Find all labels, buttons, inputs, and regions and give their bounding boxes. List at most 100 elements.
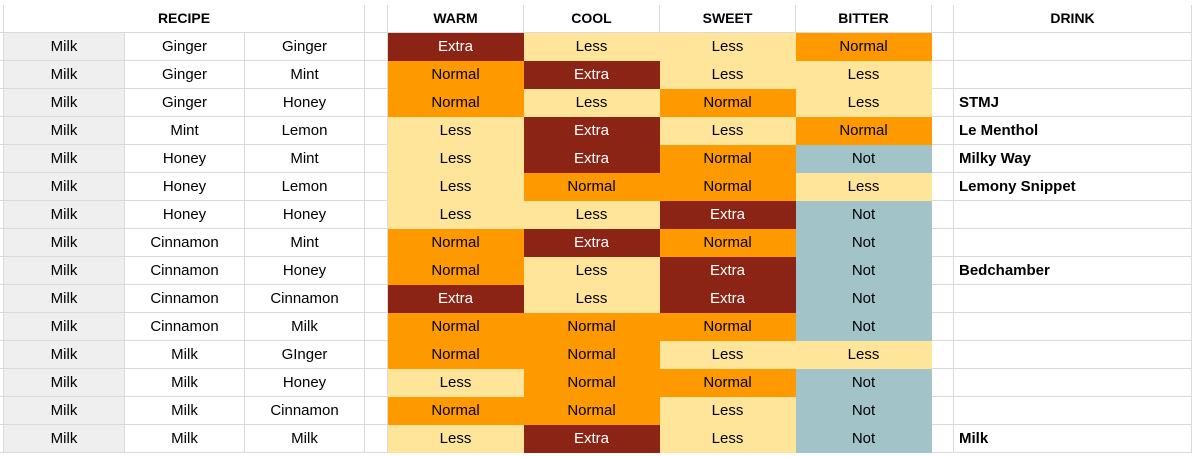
ingredient-2-cell[interactable]: Mint	[125, 117, 245, 145]
warm-cell[interactable]: Less	[388, 117, 524, 145]
bitter-cell[interactable]: Not	[796, 201, 932, 229]
spacer-cell[interactable]	[932, 313, 954, 341]
spacer-cell[interactable]	[365, 425, 388, 453]
row-header-cell[interactable]	[0, 369, 4, 397]
ingredient-2-cell[interactable]: Milk	[125, 369, 245, 397]
drink-cell[interactable]	[954, 285, 1192, 313]
row-header-cell[interactable]	[0, 425, 4, 453]
bitter-cell[interactable]: Less	[796, 89, 932, 117]
warm-cell[interactable]: Normal	[388, 229, 524, 257]
ingredient-3-cell[interactable]: Honey	[245, 257, 365, 285]
ingredient-2-cell[interactable]: Cinnamon	[125, 313, 245, 341]
ingredient-3-cell[interactable]: Milk	[245, 313, 365, 341]
ingredient-2-cell[interactable]: Ginger	[125, 89, 245, 117]
ingredient-3-cell[interactable]: Mint	[245, 145, 365, 173]
warm-cell[interactable]: Normal	[388, 257, 524, 285]
ingredient-3-cell[interactable]: Cinnamon	[245, 397, 365, 425]
sweet-cell[interactable]: Normal	[660, 89, 796, 117]
header-bitter[interactable]: BITTER	[796, 5, 932, 33]
ingredient-3-cell[interactable]: Honey	[245, 89, 365, 117]
bitter-cell[interactable]: Less	[796, 173, 932, 201]
header-spacer-1[interactable]	[365, 5, 388, 33]
row-header-cell[interactable]	[0, 201, 4, 229]
warm-cell[interactable]: Extra	[388, 33, 524, 61]
spacer-cell[interactable]	[932, 341, 954, 369]
spacer-cell[interactable]	[932, 229, 954, 257]
cool-cell[interactable]: Extra	[524, 229, 660, 257]
warm-cell[interactable]: Normal	[388, 313, 524, 341]
spacer-cell[interactable]	[365, 313, 388, 341]
ingredient-1-cell[interactable]: Milk	[4, 229, 125, 257]
header-sweet[interactable]: SWEET	[660, 5, 796, 33]
cool-cell[interactable]: Normal	[524, 341, 660, 369]
ingredient-1-cell[interactable]: Milk	[4, 61, 125, 89]
sweet-cell[interactable]: Normal	[660, 173, 796, 201]
ingredient-2-cell[interactable]: Honey	[125, 173, 245, 201]
drink-cell[interactable]: Milky Way	[954, 145, 1192, 173]
header-spacer-2[interactable]	[932, 5, 954, 33]
cool-cell[interactable]: Extra	[524, 117, 660, 145]
ingredient-2-cell[interactable]: Milk	[125, 397, 245, 425]
spacer-cell[interactable]	[365, 285, 388, 313]
spacer-cell[interactable]	[932, 173, 954, 201]
sweet-cell[interactable]: Extra	[660, 201, 796, 229]
cool-cell[interactable]: Less	[524, 285, 660, 313]
spacer-cell[interactable]	[365, 61, 388, 89]
drink-cell[interactable]	[954, 61, 1192, 89]
bitter-cell[interactable]: Not	[796, 397, 932, 425]
drink-cell[interactable]	[954, 341, 1192, 369]
cool-cell[interactable]: Extra	[524, 425, 660, 453]
warm-cell[interactable]: Less	[388, 173, 524, 201]
row-header-cell[interactable]	[0, 33, 4, 61]
row-header-cell[interactable]	[0, 341, 4, 369]
cool-cell[interactable]: Extra	[524, 61, 660, 89]
drink-cell[interactable]: STMJ	[954, 89, 1192, 117]
drink-cell[interactable]: Bedchamber	[954, 257, 1192, 285]
spacer-cell[interactable]	[932, 201, 954, 229]
row-header-cell[interactable]	[0, 145, 4, 173]
drink-cell[interactable]: Milk	[954, 425, 1192, 453]
sweet-cell[interactable]: Less	[660, 341, 796, 369]
cool-cell[interactable]: Less	[524, 201, 660, 229]
row-header-cell[interactable]	[0, 173, 4, 201]
header-cell-blank[interactable]	[0, 5, 4, 33]
ingredient-1-cell[interactable]: Milk	[4, 89, 125, 117]
drink-cell[interactable]	[954, 229, 1192, 257]
ingredient-3-cell[interactable]: Honey	[245, 369, 365, 397]
sweet-cell[interactable]: Normal	[660, 369, 796, 397]
drink-cell[interactable]	[954, 397, 1192, 425]
drink-cell[interactable]	[954, 33, 1192, 61]
ingredient-3-cell[interactable]: GInger	[245, 341, 365, 369]
ingredient-1-cell[interactable]: Milk	[4, 313, 125, 341]
sweet-cell[interactable]: Normal	[660, 313, 796, 341]
sweet-cell[interactable]: Extra	[660, 257, 796, 285]
spacer-cell[interactable]	[932, 285, 954, 313]
ingredient-1-cell[interactable]: Milk	[4, 397, 125, 425]
sweet-cell[interactable]: Less	[660, 117, 796, 145]
bitter-cell[interactable]: Normal	[796, 117, 932, 145]
bitter-cell[interactable]: Not	[796, 145, 932, 173]
ingredient-1-cell[interactable]: Milk	[4, 369, 125, 397]
cool-cell[interactable]: Less	[524, 257, 660, 285]
ingredient-3-cell[interactable]: Mint	[245, 61, 365, 89]
bitter-cell[interactable]: Less	[796, 341, 932, 369]
sweet-cell[interactable]: Less	[660, 425, 796, 453]
ingredient-2-cell[interactable]: Ginger	[125, 33, 245, 61]
ingredient-3-cell[interactable]: Honey	[245, 201, 365, 229]
drink-cell[interactable]: Lemony Snippet	[954, 173, 1192, 201]
ingredient-2-cell[interactable]: Ginger	[125, 61, 245, 89]
cool-cell[interactable]: Normal	[524, 313, 660, 341]
ingredient-1-cell[interactable]: Milk	[4, 425, 125, 453]
spacer-cell[interactable]	[932, 117, 954, 145]
spacer-cell[interactable]	[365, 257, 388, 285]
cool-cell[interactable]: Normal	[524, 397, 660, 425]
ingredient-1-cell[interactable]: Milk	[4, 173, 125, 201]
warm-cell[interactable]: Less	[388, 145, 524, 173]
header-warm[interactable]: WARM	[388, 5, 524, 33]
sweet-cell[interactable]: Normal	[660, 145, 796, 173]
bitter-cell[interactable]: Not	[796, 313, 932, 341]
spacer-cell[interactable]	[365, 117, 388, 145]
drink-cell[interactable]	[954, 201, 1192, 229]
sweet-cell[interactable]: Less	[660, 33, 796, 61]
ingredient-1-cell[interactable]: Milk	[4, 201, 125, 229]
